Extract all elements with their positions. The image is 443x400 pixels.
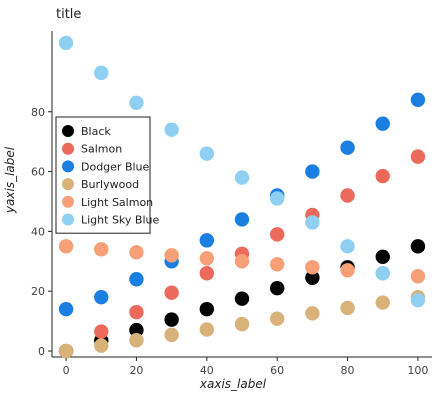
legend-marker-black [62,125,74,137]
legend: Black Salmon Dodger Blue Burlywood Light Sal… [55,116,159,234]
y-axis-title: yaxis_label [3,146,17,214]
data-point-dodger-blue [234,212,250,227]
data-point-light-salmon [305,260,320,275]
data-point-burlywood [199,322,215,337]
data-point-light-salmon [269,257,285,272]
data-point-black [199,301,215,317]
data-point-light-sky-blue [410,292,426,308]
data-point-light-salmon [94,242,109,257]
data-point-black [269,281,285,296]
data-point-dodger-blue [410,92,426,107]
data-point-black [410,239,426,254]
legend-label-black: Black [81,125,111,138]
legend-label-salmon: Salmon [81,143,122,156]
data-point-salmon [340,188,355,203]
legend-marker-light-salmon [62,195,74,208]
legend-label-burlywood: Burlywood [81,178,139,191]
data-point-burlywood [58,343,74,359]
data-point-light-sky-blue [199,146,215,161]
data-point-salmon [410,149,426,164]
x-tick-label: 0 [63,364,70,377]
data-point-light-sky-blue [340,239,355,254]
data-point-light-sky-blue [234,170,250,185]
data-point-salmon [199,266,215,281]
legend-label-light-salmon: Light Salmon [81,196,153,209]
data-point-burlywood [375,295,390,310]
data-point-dodger-blue [305,164,320,179]
x-tick-label: 20 [129,364,143,377]
data-point-light-sky-blue [129,95,144,110]
y-tick-label: 20 [31,285,45,298]
legend-marker-dodger-blue [62,160,74,173]
data-point-dodger-blue [199,233,215,248]
x-tick-label: 40 [200,364,214,377]
y-tick-label: 80 [31,106,45,119]
legend-marker-burlywood [62,178,74,191]
y-tick-label: 40 [31,225,45,238]
data-point-burlywood [94,338,109,353]
data-point-salmon [269,227,285,242]
data-point-burlywood [340,300,355,316]
legend-box [55,116,151,234]
data-point-dodger-blue [375,116,390,131]
data-point-light-salmon [410,269,426,284]
data-point-burlywood [234,316,250,332]
data-point-black [164,312,179,327]
data-point-light-salmon [58,239,74,254]
axes: 0 20 40 60 80 0 20 40 60 80 100 [31,31,432,377]
data-point-dodger-blue [129,272,144,287]
data-point-light-salmon [199,251,215,266]
data-point-light-sky-blue [164,122,179,137]
data-point-burlywood [269,311,285,326]
data-point-black [129,322,144,338]
data-point-light-sky-blue [305,215,320,230]
x-tick-label: 60 [270,364,284,377]
data-point-burlywood [305,306,320,321]
data-point-burlywood [129,333,144,348]
legend-label-dodger-blue: Dodger Blue [81,160,150,173]
chart-title: title [56,7,81,22]
legend-label-light-sky-blue: Light Sky Blue [81,214,159,227]
data-point-dodger-blue [58,301,74,317]
legend-marker-salmon [62,142,74,155]
data-point-dodger-blue [340,140,355,155]
series-light-sky-blue [58,35,426,308]
data-point-burlywood [164,327,179,343]
x-axis-title: xaxis_label [199,377,267,391]
x-tick-label: 80 [341,364,355,377]
legend-marker-light-sky-blue [62,213,74,226]
data-point-salmon [94,324,109,339]
data-point-light-sky-blue [94,65,109,81]
series-light-salmon [58,239,426,284]
data-point-light-sky-blue [58,35,74,51]
data-point-light-sky-blue [375,266,390,281]
data-point-salmon [164,285,179,300]
data-point-salmon [375,168,390,184]
data-point-black [375,249,390,265]
data-point-black [234,291,250,306]
data-point-light-salmon [234,254,250,269]
data-point-salmon [129,304,144,320]
data-point-dodger-blue [94,289,109,305]
data-point-light-sky-blue [269,191,285,206]
data-point-light-salmon [164,248,179,263]
y-tick-label: 60 [31,166,45,179]
y-tick-label: 0 [38,345,45,358]
data-point-black [305,270,320,285]
data-point-light-salmon [129,245,144,260]
data-points [58,35,426,359]
x-tick-label: 100 [407,364,428,377]
data-point-light-salmon [340,263,355,278]
